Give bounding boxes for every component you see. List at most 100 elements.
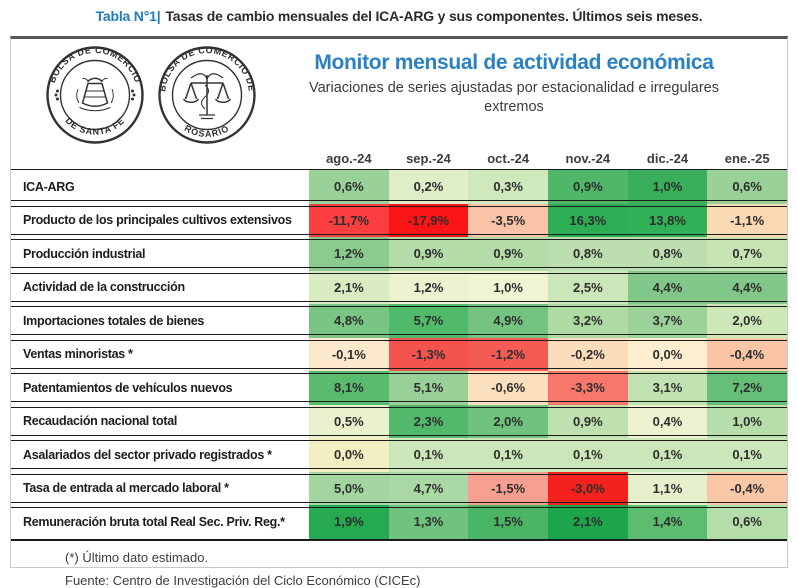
value-cell: 0,6% <box>309 170 389 204</box>
value-cell: -0,6% <box>468 371 548 405</box>
value-cell: 1,5% <box>468 505 548 539</box>
value-cell: 5,7% <box>388 304 469 338</box>
month-header: ago.-24 <box>326 151 372 166</box>
value-cell: 13,8% <box>627 203 708 237</box>
value-cell: 7,2% <box>707 371 787 405</box>
value-cell: 1,9% <box>309 505 389 539</box>
value-cell: -1,1% <box>707 203 787 237</box>
row-label: Ventas minoristas * <box>11 337 309 371</box>
value-cell: 4,4% <box>627 270 708 304</box>
value-cell: 8,1% <box>309 371 389 405</box>
figure-caption: Tabla N°1| Tasas de cambio mensuales del … <box>0 0 798 34</box>
value-cell: 1,1% <box>627 471 708 505</box>
value-cell: -1,3% <box>388 337 469 371</box>
table-row: Actividad de la construcción 2,1% 1,2% 1,0%… <box>11 270 787 304</box>
row-label: Asalariados del sector privado registrad… <box>11 438 309 472</box>
value-cell: 3,1% <box>627 371 708 405</box>
logos: BOLSA DE COMERCIO DE SANTA FE <box>45 43 257 145</box>
value-cell: 0,5% <box>309 404 389 438</box>
heatmap-table: ICA-ARG 0,6% 0,2% 0,3% 0,9% 1,0% 0,6% Producto … <box>11 169 787 541</box>
table-row: Ventas minoristas * -0,1% -1,3% -1,2% -0,2% 0… <box>11 337 787 371</box>
value-cell: -3,5% <box>468 203 548 237</box>
value-cell: 0,0% <box>309 438 389 472</box>
monitor-card: BOLSA DE COMERCIO DE SANTA FE <box>10 36 788 588</box>
value-cell: 0,1% <box>468 438 548 472</box>
value-cell: 0,1% <box>547 438 628 472</box>
value-cell: 0,3% <box>468 170 548 204</box>
month-header: nov.-24 <box>565 151 611 166</box>
row-label: Recaudación nacional total <box>11 404 309 438</box>
month-header-row: ago.-24 sep.-24 oct.-24 nov.-24 dic.-24 ene.-… <box>11 143 787 169</box>
value-cell: -17,9% <box>388 203 469 237</box>
value-cell: 0,9% <box>388 237 469 271</box>
value-cell: 4,9% <box>468 304 548 338</box>
row-label: Producción industrial <box>11 237 309 271</box>
row-label: Producto de los principales cultivos ext… <box>11 203 309 237</box>
value-cell: 0,1% <box>388 438 469 472</box>
value-cell: 0,9% <box>468 237 548 271</box>
value-cell: 4,7% <box>388 471 469 505</box>
source-note: Fuente: Centro de Investigación del Cicl… <box>65 572 421 588</box>
card-subtitle: Variaciones de series ajustadas por esta… <box>309 80 719 115</box>
value-cell: 0,1% <box>707 438 787 472</box>
table-row: Recaudación nacional total 0,5% 2,3% 2,0% 0,… <box>11 404 787 438</box>
value-cell: 0,8% <box>547 237 628 271</box>
value-cell: -3,3% <box>547 371 628 405</box>
value-cell: 0,6% <box>707 170 787 204</box>
value-cell: 2,0% <box>707 304 787 338</box>
table-row: Remuneración bruta total Real Sec. Priv.… <box>11 505 787 539</box>
value-cell: -1,5% <box>468 471 548 505</box>
value-cell: -1,2% <box>468 337 548 371</box>
value-cell: 2,1% <box>547 505 628 539</box>
value-cell: -0,4% <box>707 471 787 505</box>
svg-text:DE SANTA FE: DE SANTA FE <box>63 115 126 136</box>
value-cell: 1,2% <box>388 270 469 304</box>
value-cell: 0,0% <box>627 337 708 371</box>
table-row: Producto de los principales cultivos ext… <box>11 203 787 237</box>
value-cell: 0,2% <box>388 170 469 204</box>
row-label: Importaciones totales de bienes <box>11 304 309 338</box>
value-cell: 1,0% <box>468 270 548 304</box>
value-cell: 1,4% <box>627 505 708 539</box>
value-cell: 5,0% <box>309 471 389 505</box>
value-cell: 2,0% <box>468 404 548 438</box>
value-cell: 2,3% <box>388 404 469 438</box>
value-cell: 0,1% <box>627 438 708 472</box>
table-row: Patentamientos de vehículos nuevos 8,1% 5,… <box>11 371 787 405</box>
card-footer: (*) Último dato estimado. Fuente: Centro… <box>11 541 787 588</box>
value-cell: 4,4% <box>707 270 787 304</box>
rosario-seal-icon: BOLSA DE COMERCIO DE ROSARIO <box>157 45 256 144</box>
value-cell: 1,0% <box>707 404 787 438</box>
row-label: Remuneración bruta total Real Sec. Priv.… <box>11 505 309 539</box>
row-label: Actividad de la construcción <box>11 270 309 304</box>
table-row: Producción industrial 1,2% 0,9% 0,9% 0,8% 0,8… <box>11 237 787 271</box>
value-cell: 4,8% <box>309 304 389 338</box>
value-cell: 1,0% <box>627 170 708 204</box>
value-cell: -3,0% <box>547 471 628 505</box>
value-cell: 16,3% <box>547 203 628 237</box>
value-cell: 0,7% <box>707 237 787 271</box>
scales-emblem <box>182 73 232 120</box>
table-row: Tasa de entrada al mercado laboral * 5,0%… <box>11 471 787 505</box>
figure-caption-number: Tabla N°1| <box>95 8 161 24</box>
card-header: BOLSA DE COMERCIO DE SANTA FE <box>11 39 787 144</box>
value-cell: -0,4% <box>707 337 787 371</box>
value-cell: -0,2% <box>547 337 628 371</box>
month-header: ene.-25 <box>724 151 770 166</box>
card-titles: Monitor mensual de actividad económica V… <box>257 43 777 117</box>
santa-fe-seal-icon: BOLSA DE COMERCIO DE SANTA FE <box>46 45 144 144</box>
month-header: dic.-24 <box>646 151 689 166</box>
value-cell: 1,2% <box>309 237 389 271</box>
table-row: ICA-ARG 0,6% 0,2% 0,3% 0,9% 1,0% 0,6% <box>11 170 787 204</box>
value-cell: 0,8% <box>627 237 708 271</box>
value-cell: -0,1% <box>309 337 389 371</box>
month-header: oct.-24 <box>487 151 530 166</box>
month-header: sep.-24 <box>406 151 451 166</box>
row-label: Tasa de entrada al mercado laboral * <box>11 471 309 505</box>
row-label: Patentamientos de vehículos nuevos <box>11 371 309 405</box>
figure-caption-text: Tasas de cambio mensuales del ICA-ARG y … <box>165 8 703 24</box>
card-title: Monitor mensual de actividad económica <box>314 51 714 74</box>
value-cell: 1,3% <box>388 505 469 539</box>
value-cell: 2,5% <box>547 270 628 304</box>
